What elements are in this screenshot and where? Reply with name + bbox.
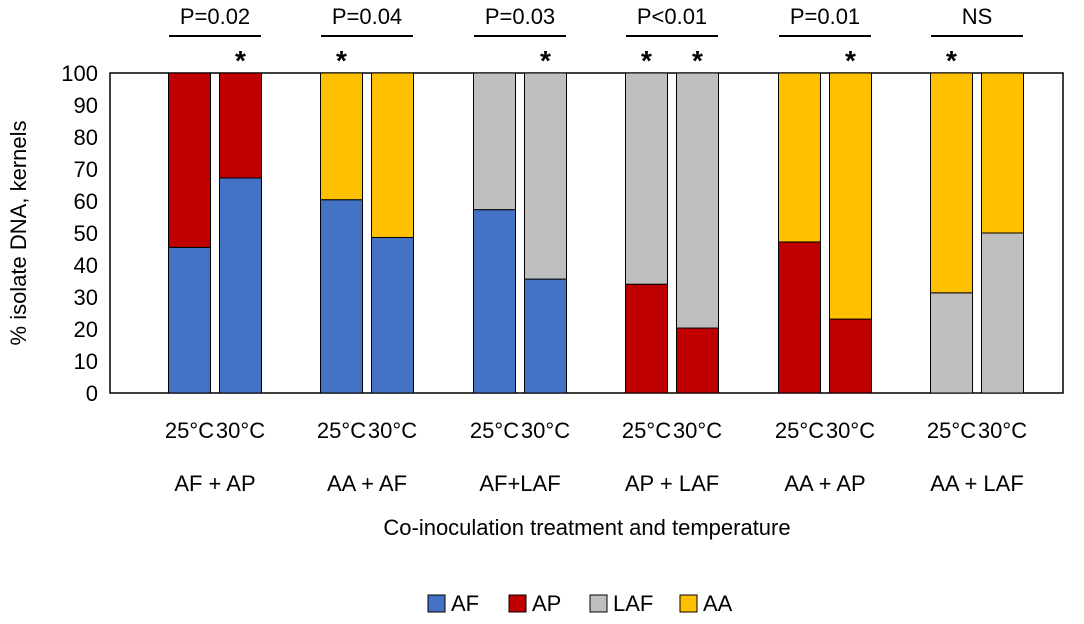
significance-star: * — [641, 45, 652, 76]
x-category-label: 30°C — [521, 418, 570, 443]
y-tick-label-70: 70 — [74, 157, 98, 182]
bar-segment-af-ap-25c-af — [168, 246, 211, 394]
bar-segment-ap-laf-25c-ap — [625, 283, 668, 394]
significance-star: * — [540, 45, 551, 76]
legend-swatch-laf — [589, 594, 608, 613]
legend-swatch-aa — [679, 594, 698, 613]
p-value-af-ap: P=0.02 — [180, 4, 250, 29]
bar-segment-ap-laf-30c-laf — [676, 72, 719, 329]
y-tick-label-40: 40 — [74, 253, 98, 278]
plot-frame — [109, 72, 1064, 394]
group-label-aa-ap: AA + AP — [784, 471, 865, 496]
p-value-af-laf: P=0.03 — [485, 4, 555, 29]
significance-star: * — [235, 45, 246, 76]
p-value-ap-laf: P<0.01 — [637, 4, 707, 29]
group-label-af-laf: AF+LAF — [479, 471, 560, 496]
y-tick-label-90: 90 — [74, 93, 98, 118]
y-tick-label-20: 20 — [74, 317, 98, 342]
legend-label-ap: AP — [532, 591, 561, 616]
legend-label-aa: AA — [703, 591, 733, 616]
significance-star: * — [336, 45, 347, 76]
x-category-label: 25°C — [927, 418, 976, 443]
y-tick-label-60: 60 — [74, 189, 98, 214]
bar-segment-aa-ap-30c-ap — [829, 318, 872, 394]
bar-segment-aa-af-30c-af — [371, 236, 414, 394]
bar-segment-ap-laf-25c-laf — [625, 72, 668, 285]
y-tick-label-30: 30 — [74, 285, 98, 310]
y-axis-title: % isolate DNA, kernels — [6, 121, 31, 346]
plot-area — [109, 72, 1064, 394]
y-tick-label-10: 10 — [74, 349, 98, 374]
bar-segment-aa-ap-25c-aa — [778, 72, 821, 243]
bar-segment-af-ap-30c-af — [219, 177, 262, 394]
significance-annotations: *P=0.02*P=0.04*P=0.03* *P<0.01*P=0.01*NS — [169, 4, 1023, 76]
x-category-label: 25°C — [775, 418, 824, 443]
bar-segment-af-ap-30c-ap — [219, 72, 262, 179]
significance-star: * — [946, 45, 957, 76]
group-label-aa-laf: AA + LAF — [930, 471, 1024, 496]
x-category-label: 25°C — [622, 418, 671, 443]
bar-segment-aa-ap-30c-aa — [829, 72, 872, 320]
x-category-label: 30°C — [826, 418, 875, 443]
x-category-label: 25°C — [470, 418, 519, 443]
bar-segment-ap-laf-30c-ap — [676, 327, 719, 394]
p-value-aa-ap: P=0.01 — [790, 4, 860, 29]
bar-segment-aa-af-25c-aa — [320, 72, 363, 201]
bar-segment-aa-laf-30c-laf — [981, 232, 1024, 394]
bar-segment-af-laf-30c-laf — [524, 72, 567, 280]
legend-swatch-af — [427, 594, 446, 613]
y-tick-label-50: 50 — [74, 221, 98, 246]
bar-segment-af-laf-25c-laf — [473, 72, 516, 211]
group-label-af-ap: AF + AP — [174, 471, 255, 496]
bar-segment-aa-laf-30c-aa — [981, 72, 1024, 234]
bar-segment-aa-ap-25c-ap — [778, 241, 821, 394]
bar-segment-aa-af-25c-af — [320, 199, 363, 394]
x-category-label: 30°C — [978, 418, 1027, 443]
y-tick-label-0: 0 — [86, 381, 98, 406]
bars-layer — [168, 72, 1024, 394]
y-tick-label-80: 80 — [74, 125, 98, 150]
legend-label-af: AF — [451, 591, 479, 616]
legend-label-laf: LAF — [613, 591, 653, 616]
y-tick-label-100: 100 — [61, 61, 98, 86]
x-category-label: 30°C — [368, 418, 417, 443]
group-label-aa-af: AA + AF — [327, 471, 407, 496]
bar-segment-af-laf-30c-af — [524, 278, 567, 394]
significance-star: * — [845, 45, 856, 76]
legend-swatch-ap — [508, 594, 527, 613]
bar-segment-aa-laf-25c-laf — [930, 292, 973, 394]
bar-segment-aa-af-30c-aa — [371, 72, 414, 238]
significance-star: * — [692, 45, 703, 76]
bar-segment-aa-laf-25c-aa — [930, 72, 973, 294]
x-category-label: 25°C — [317, 418, 366, 443]
x-axis-title: Co-inoculation treatment and temperature — [383, 515, 790, 540]
group-label-ap-laf: AP + LAF — [625, 471, 719, 496]
y-axis: 0 10 20 30 40 50 60 70 80 90 100 — [61, 61, 98, 406]
x-category-label: 25°C — [165, 418, 214, 443]
bar-segment-af-laf-25c-af — [473, 209, 516, 394]
p-value-aa-laf: NS — [962, 4, 993, 29]
legend: AF AP LAF AA — [427, 591, 733, 616]
p-value-aa-af: P=0.04 — [332, 4, 402, 29]
x-category-label: 30°C — [216, 418, 265, 443]
x-category-label: 30°C — [673, 418, 722, 443]
bar-segment-af-ap-25c-ap — [168, 72, 211, 248]
